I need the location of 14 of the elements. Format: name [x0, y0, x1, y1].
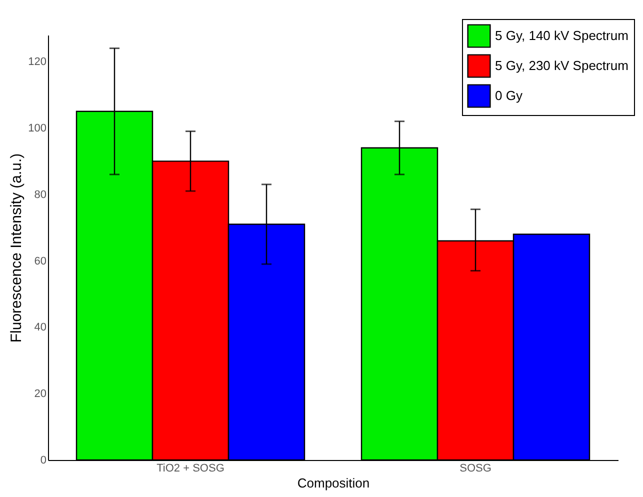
x-tick-label: TiO2 + SOSG	[156, 462, 224, 474]
y-tick-label: 60	[34, 255, 46, 268]
y-tick-label: 120	[28, 56, 46, 68]
legend-label: 5 Gy, 230 kV Spectrum	[495, 58, 628, 73]
x-axis-title: Composition	[297, 476, 370, 490]
y-tick-label: 80	[34, 188, 46, 201]
legend-label: 0 Gy	[495, 88, 523, 103]
y-tick-label: 40	[34, 322, 46, 334]
y-tick-label: 0	[40, 454, 46, 466]
x-tick-label: SOSG	[460, 462, 492, 474]
y-tick-label: 100	[28, 122, 46, 134]
y-axis-title: Fluorescence Intensity (a.u.)	[8, 153, 26, 343]
y-tick-label: 20	[34, 388, 46, 400]
legend-label: 5 Gy, 140 kV Spectrum	[495, 28, 628, 43]
